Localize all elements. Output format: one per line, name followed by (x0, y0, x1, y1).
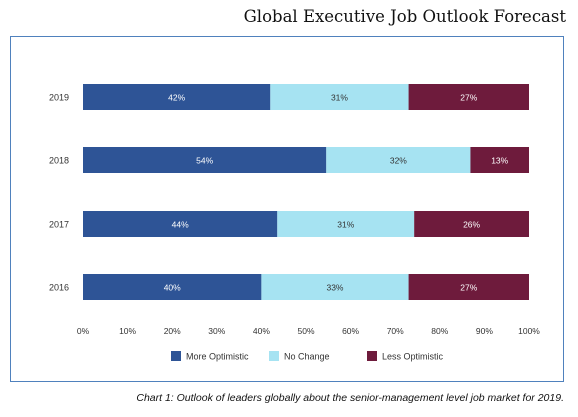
x-tick-label: 70% (387, 326, 404, 336)
bar-2018-more-optimistic (83, 147, 327, 173)
bar-2016-no-change (261, 274, 409, 300)
data-label: 27% (460, 283, 477, 293)
legend-swatch (269, 351, 279, 361)
x-tick-label: 100% (518, 326, 540, 336)
data-label: 33% (326, 283, 343, 293)
legend-label: Less Optimistic (382, 352, 444, 362)
data-label: 44% (172, 220, 189, 230)
category-labels: 2019 2018 2017 2016 (49, 93, 69, 293)
category-label: 2016 (49, 283, 69, 293)
category-label: 2017 (49, 220, 69, 230)
stacked-bar-chart: 42% 31% 27% 54% 32% 13% 44% 31% 26% 40% 33% 27% 201… (49, 84, 540, 362)
legend-swatch (367, 351, 377, 361)
bar-2016-more-optimistic (83, 274, 262, 300)
data-label: 27% (460, 93, 477, 103)
data-label: 26% (463, 220, 480, 230)
x-tick-label: 60% (342, 326, 359, 336)
x-tick-label: 10% (119, 326, 136, 336)
category-label: 2019 (49, 93, 69, 103)
x-tick-label: 50% (297, 326, 314, 336)
bar-2019-more-optimistic (83, 84, 271, 110)
bars-group: 42% 31% 27% 54% 32% 13% 44% 31% 26% 40% 33% 27% (83, 84, 529, 300)
x-tick-label: 0% (77, 326, 90, 336)
bar-2017-more-optimistic (83, 211, 278, 237)
x-tick-label: 80% (431, 326, 448, 336)
bar-2017-no-change (277, 211, 415, 237)
bar-2018-no-change (326, 147, 471, 173)
data-label: 31% (331, 93, 348, 103)
bar-2018-less-optimistic (470, 147, 529, 173)
chart-caption: Chart 1: Outlook of leaders globally abo… (136, 392, 564, 404)
x-tick-label: 90% (476, 326, 493, 336)
bar-2019-less-optimistic (408, 84, 529, 110)
x-tick-label: 20% (164, 326, 181, 336)
chart-frame: 42% 31% 27% 54% 32% 13% 44% 31% 26% 40% 33% 27% 201… (10, 36, 564, 382)
legend-swatch (171, 351, 181, 361)
data-label: 13% (491, 156, 508, 166)
bar-2019-no-change (270, 84, 409, 110)
x-tick-label: 30% (208, 326, 225, 336)
bar-2017-less-optimistic (414, 211, 529, 237)
data-label: 54% (196, 156, 213, 166)
page-title: Global Executive Job Outlook Forecast (243, 7, 566, 26)
legend-label: More Optimistic (186, 352, 249, 362)
bar-2016-less-optimistic (408, 274, 529, 300)
data-label: 32% (390, 156, 407, 166)
data-label: 42% (168, 93, 185, 103)
legend-label: No Change (284, 352, 330, 362)
x-axis-ticks: 0% 10% 20% 30% 40% 50% 60% 70% 80% 90% 100% (77, 326, 540, 336)
data-label: 40% (164, 283, 181, 293)
data-label: 31% (337, 220, 354, 230)
category-label: 2018 (49, 156, 69, 166)
x-tick-label: 40% (253, 326, 270, 336)
legend: More Optimistic No Change Less Optimistic (171, 351, 444, 362)
